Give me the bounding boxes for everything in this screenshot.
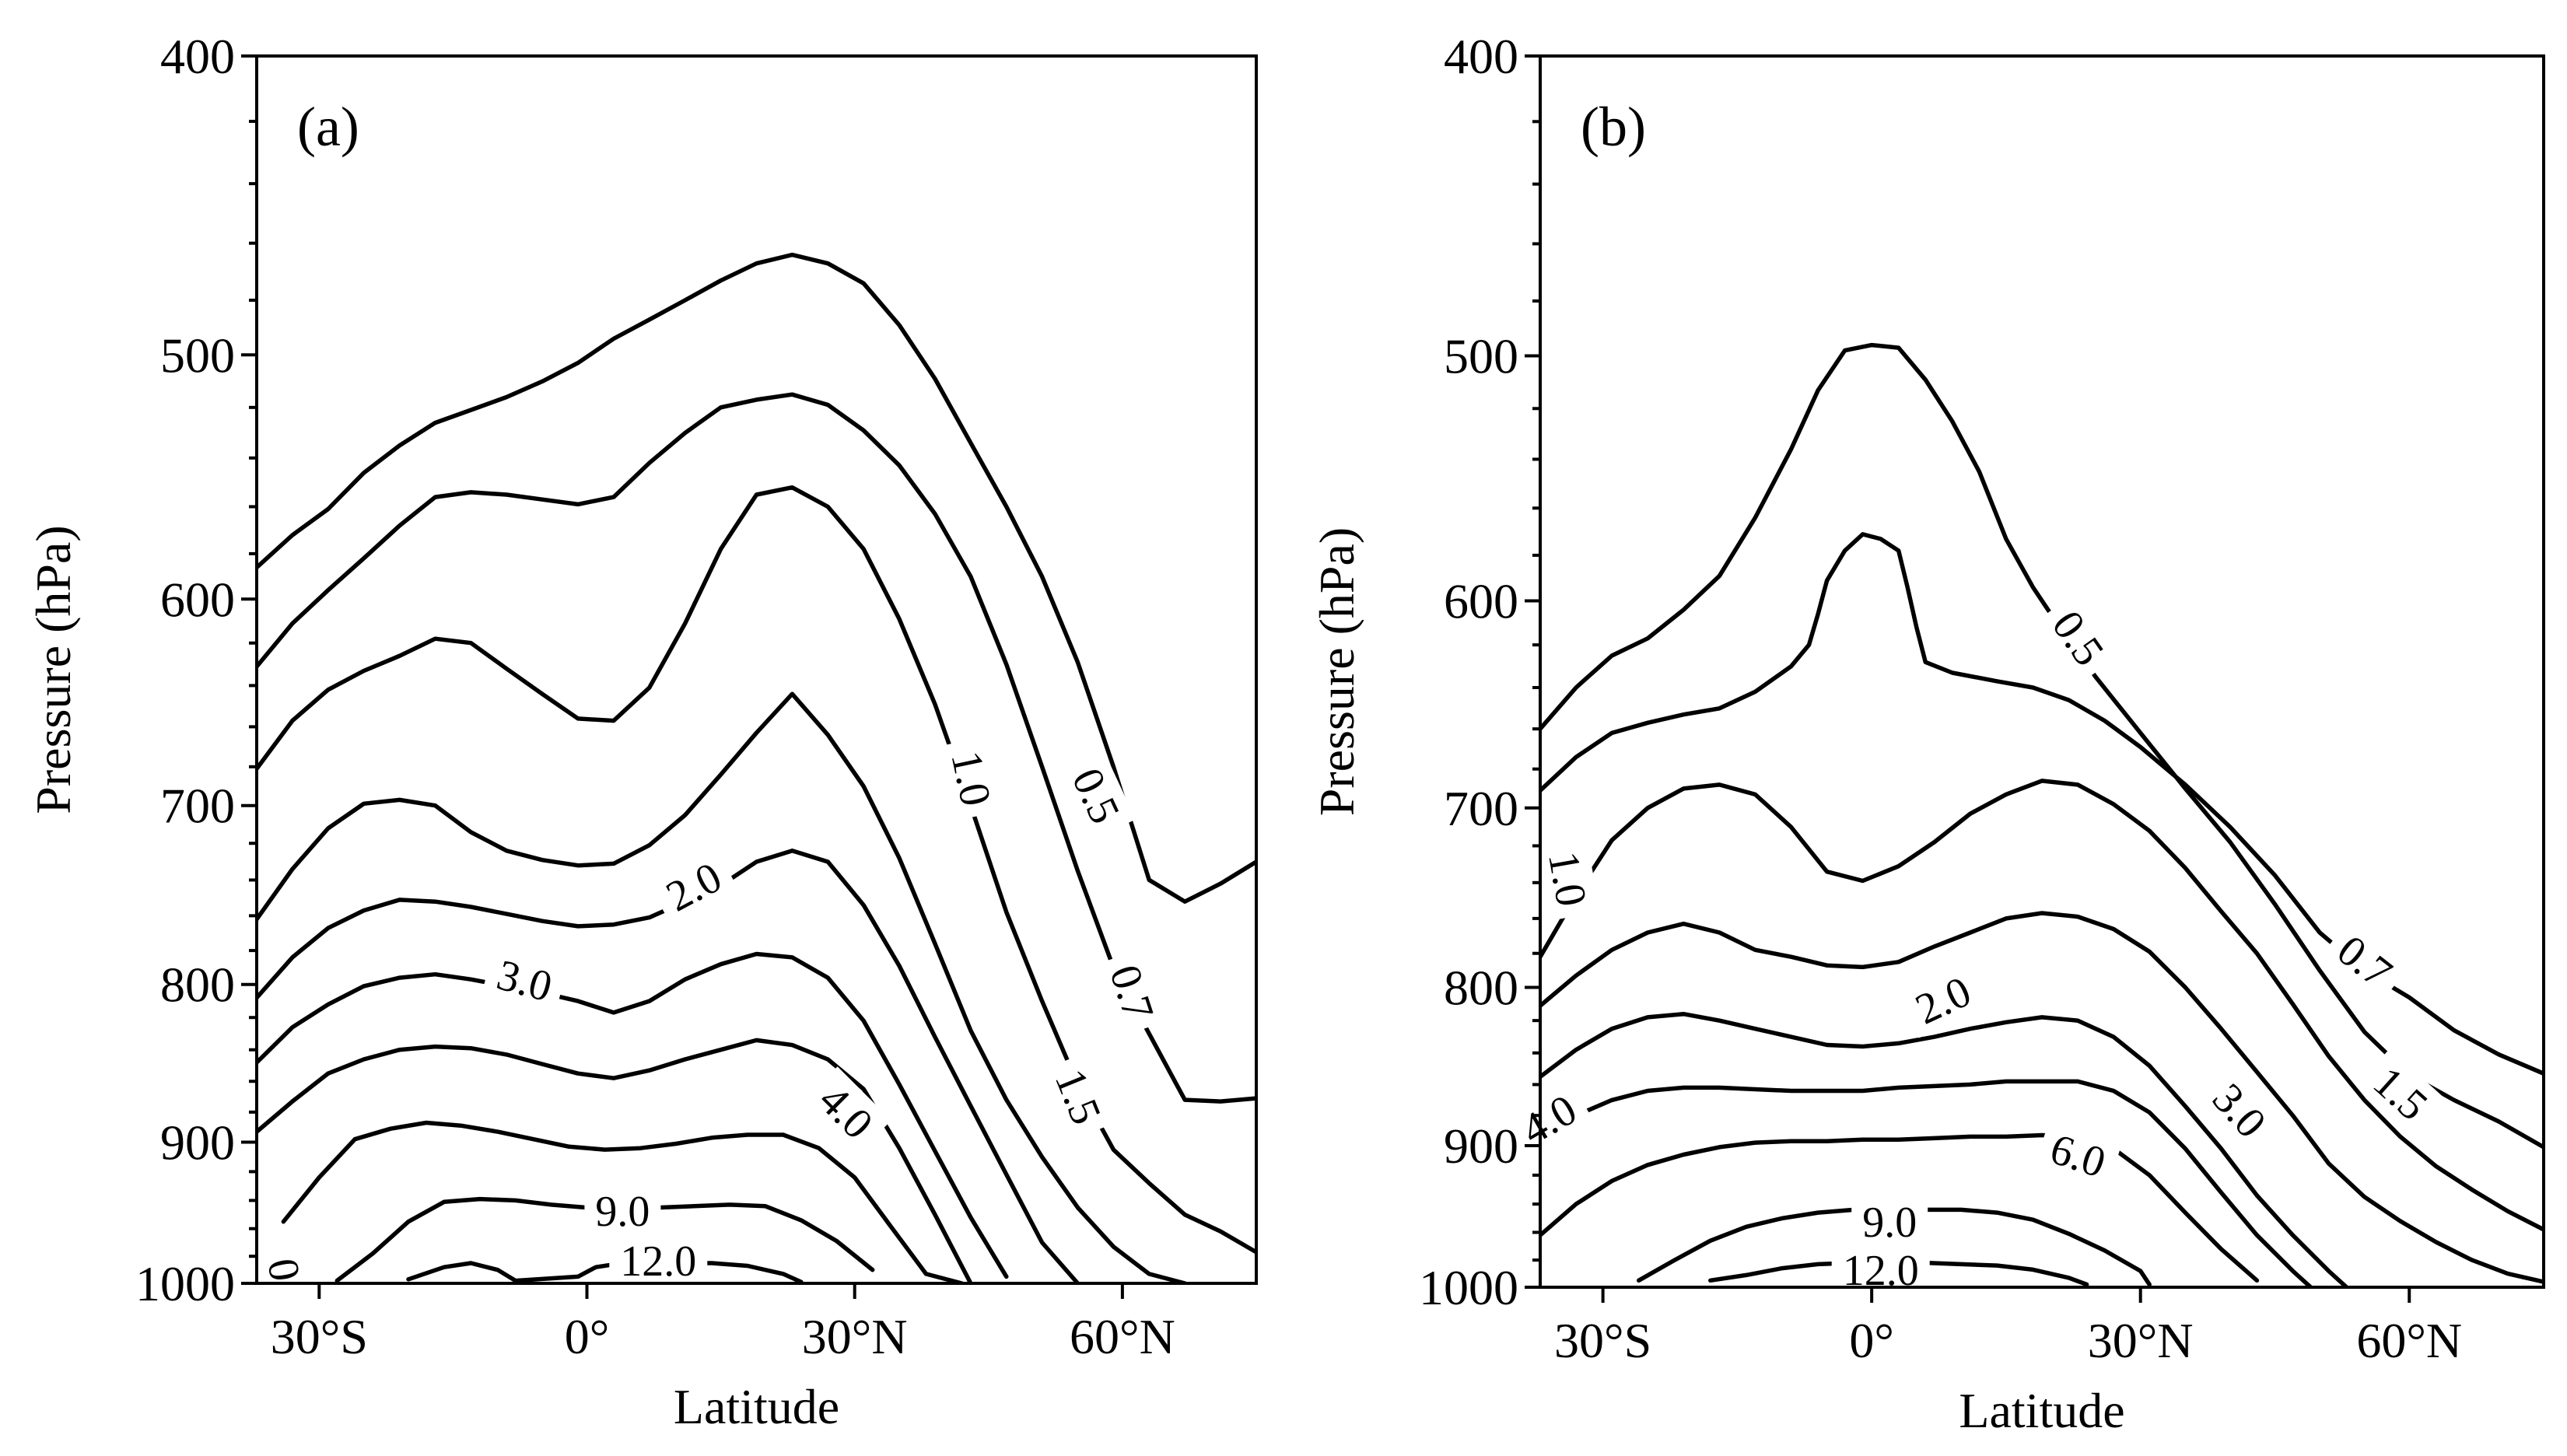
contour-label-bg (257, 1249, 313, 1290)
contour-label-bg (1058, 750, 1136, 841)
x-tick-label: 30°N (802, 1309, 908, 1364)
contour-label-bg (482, 945, 569, 1014)
panel-a: 0.50.71.01.52.03.04.09.012.0040050060070… (26, 29, 1258, 1434)
contour-line (257, 1038, 973, 1283)
contour-line (1540, 1011, 2349, 1287)
x-tick-label: 30°N (2088, 1313, 2194, 1368)
contour-line (406, 1261, 804, 1283)
y-tick-label: 800 (160, 957, 235, 1013)
y-tick-label: 800 (1444, 960, 1518, 1015)
x-tick-label: 0° (565, 1309, 610, 1364)
contour-label-bg (1503, 1078, 1594, 1160)
contour-label-bg (584, 1185, 661, 1235)
x-tick-label: 60°N (1070, 1309, 1175, 1364)
contour-line (257, 951, 1009, 1279)
contour-line (1540, 1079, 2313, 1287)
contour-label-bg (1851, 1195, 1928, 1246)
y-tick-label: 700 (1444, 781, 1518, 836)
contour-line (257, 392, 1256, 1104)
contour-line (1540, 779, 2544, 1232)
contour-label: 12.0 (620, 1237, 696, 1286)
x-tick-label: 0° (1849, 1313, 1894, 1368)
x-tick-label: 60°N (2356, 1313, 2462, 1368)
contour-label-bg (2356, 1048, 2446, 1137)
contour-label-bg (1897, 961, 1988, 1038)
contour-line (257, 485, 1256, 1255)
panel-label: (a) (297, 96, 359, 158)
contour-label-bg (2034, 1118, 2123, 1191)
y-tick-label: 900 (160, 1115, 235, 1171)
contour-label-bg (2036, 592, 2122, 684)
contours (1540, 342, 2544, 1287)
contour-label-bg (2320, 917, 2411, 1004)
contour-label-bg (802, 1066, 891, 1156)
contour-label-bg (647, 845, 739, 926)
contour-label: 1.0 (941, 747, 1000, 810)
contour-line (1540, 911, 2544, 1284)
y-axis-title: Pressure (hPa) (26, 525, 81, 814)
plot-frame (255, 54, 1258, 1285)
contour-label-bg (1097, 948, 1168, 1037)
contour-line (281, 1120, 965, 1283)
y-tick-label: 500 (160, 327, 235, 383)
y-tick-label: 400 (160, 29, 235, 84)
contour-label-bg (609, 1235, 708, 1286)
panel-b: 0.50.71.01.52.03.04.06.09.012.0 400 500 600… (1309, 29, 2545, 1438)
x-axis-title: Latitude (1959, 1383, 2124, 1438)
y-tick-label: 600 (1444, 573, 1518, 628)
y-tick-label: 700 (160, 779, 235, 834)
contour-label-bg (2196, 1065, 2285, 1155)
y-axis-title: Pressure (hPa) (1309, 527, 1364, 816)
x-tick-label: 30°S (1554, 1313, 1651, 1368)
contour-label-bg (1537, 836, 1600, 921)
x-axis-title: Latitude (674, 1379, 839, 1434)
plot-frame (1539, 54, 2545, 1289)
y-tick-label: 1000 (135, 1256, 235, 1311)
y-tick-label: 900 (1444, 1118, 1518, 1174)
contour-label: 1.0 (1539, 848, 1595, 910)
y-tick-label: 400 (1444, 29, 1518, 84)
contour-line (257, 691, 1187, 1283)
x-tick-label: 30°S (271, 1309, 368, 1364)
y-tick-label: 1000 (1419, 1260, 1518, 1315)
contour-line (1540, 1132, 2260, 1283)
y-tick-label: 500 (1444, 329, 1518, 384)
contour-line (1540, 532, 2544, 1076)
contour-label-bg (940, 736, 1005, 821)
panel-label: (b) (1581, 96, 1646, 158)
contour-label-bg (1042, 1052, 1117, 1141)
y-tick-label: 600 (160, 572, 235, 627)
contour-label: 9.0 (595, 1188, 650, 1236)
contour-line (257, 252, 1256, 904)
contour-labels: 0.50.71.01.52.03.04.06.09.012.0 (1503, 592, 2446, 1295)
contour-line (1540, 342, 2544, 1150)
contour-label: 9.0 (1862, 1199, 1917, 1247)
